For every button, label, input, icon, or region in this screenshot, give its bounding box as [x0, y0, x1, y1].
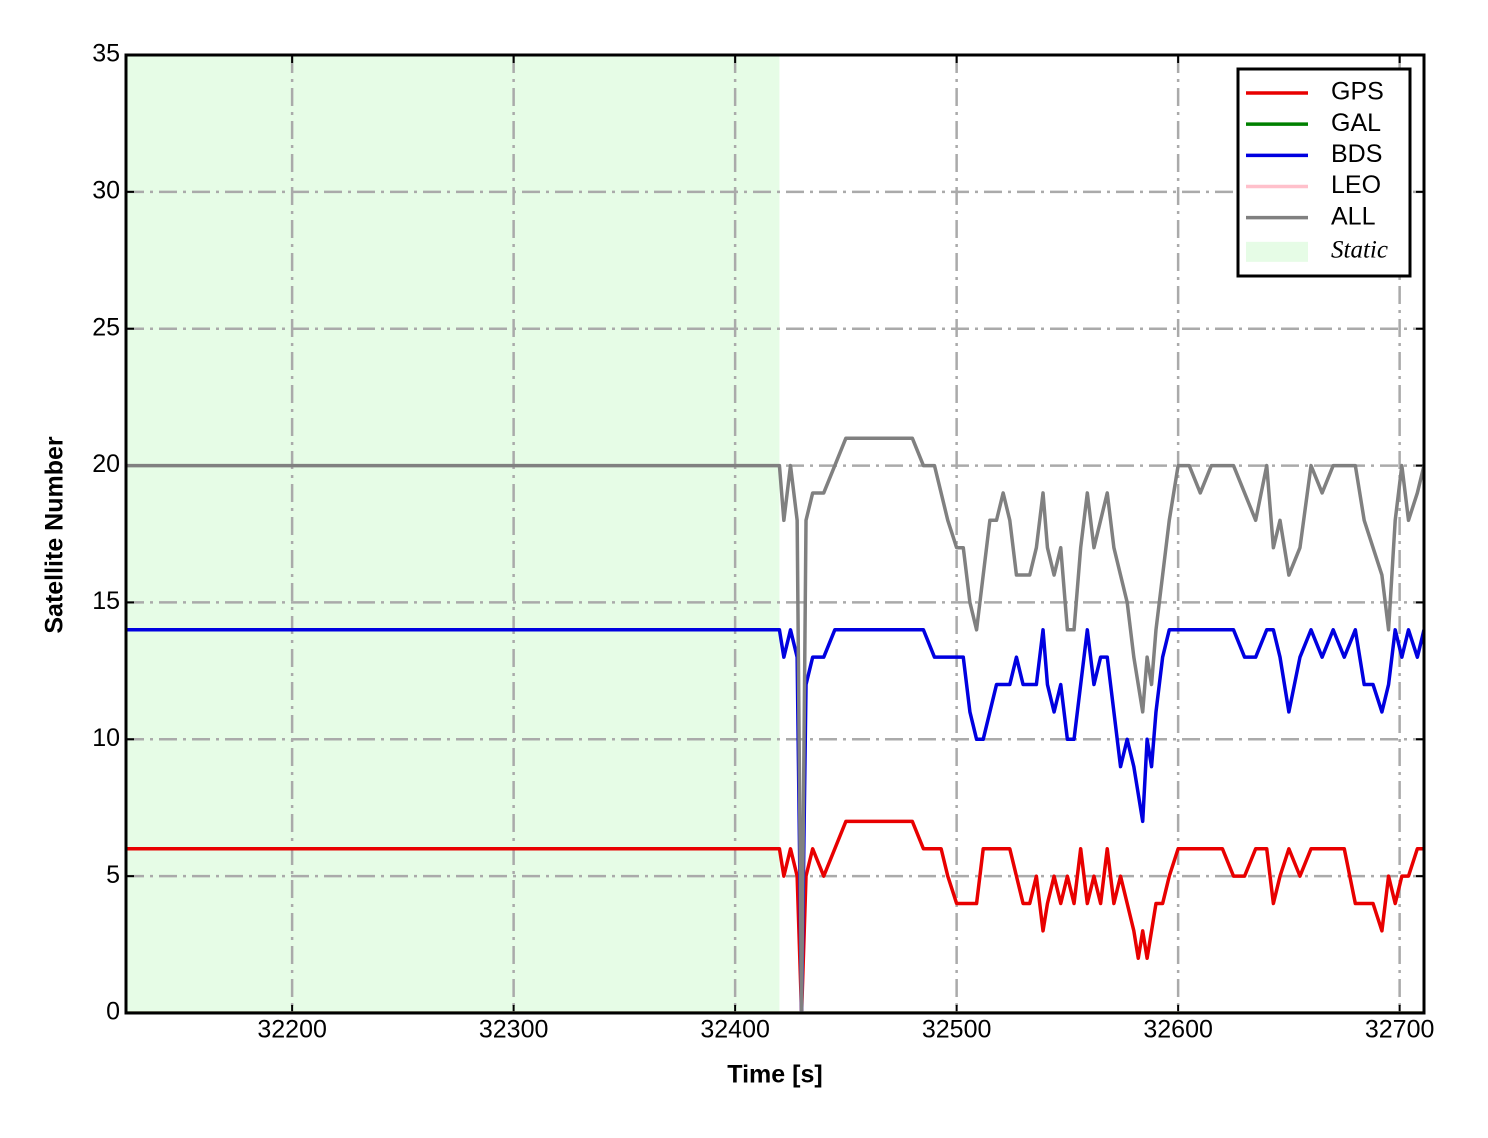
- legend-label: ALL: [1331, 202, 1376, 230]
- legend-label: BDS: [1331, 140, 1382, 168]
- x-tick-label: 32500: [922, 1016, 992, 1044]
- plot-frame: [124, 53, 1426, 1015]
- y-tick-label: 15: [92, 587, 120, 615]
- x-tick-label: 32300: [479, 1016, 549, 1044]
- static-region: [126, 55, 780, 1013]
- y-tick-label: 0: [106, 998, 120, 1026]
- x-tick-label: 32400: [700, 1016, 770, 1044]
- x-tick-label: 32700: [1365, 1016, 1435, 1044]
- x-tick-label: 32200: [257, 1016, 327, 1044]
- y-tick-label: 35: [92, 40, 120, 68]
- y-tick-label: 5: [106, 861, 120, 889]
- series-line: [126, 819, 1424, 1013]
- legend-label: GAL: [1331, 109, 1381, 137]
- series-line: [126, 436, 1424, 1013]
- legend-box: [1236, 67, 1412, 278]
- y-tick-label: 30: [92, 176, 120, 204]
- y-tick-label: 10: [92, 724, 120, 752]
- x-axis-label: Time [s]: [727, 1061, 822, 1089]
- y-axis-label: Satellite Number: [41, 436, 69, 634]
- legend-label: GPS: [1331, 78, 1384, 106]
- legend-swatch: [1246, 241, 1308, 262]
- legend-label: Static: [1331, 237, 1388, 264]
- y-tick-label: 20: [92, 450, 120, 478]
- y-tick-label: 25: [92, 313, 120, 341]
- x-tick-label: 32600: [1143, 1016, 1213, 1044]
- series-line: [126, 628, 1424, 1013]
- legend-label: LEO: [1331, 171, 1381, 199]
